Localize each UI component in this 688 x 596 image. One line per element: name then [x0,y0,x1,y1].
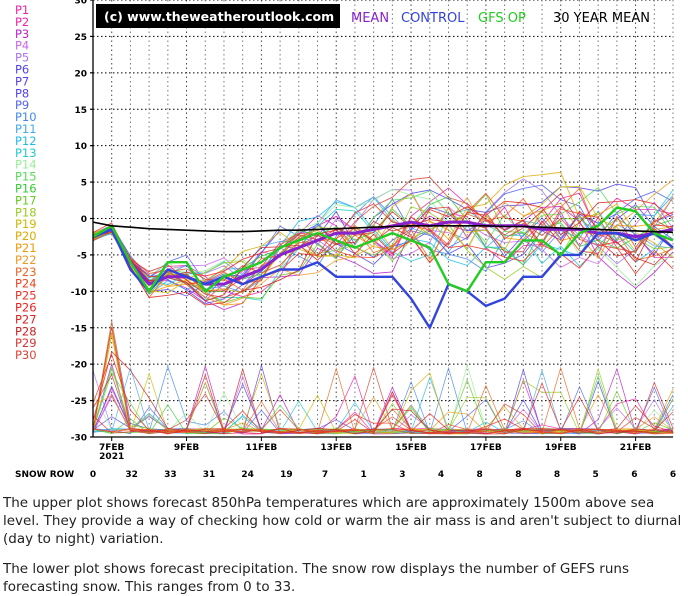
snow-row-value: 3 [399,470,405,480]
snow-row-value: 33 [164,470,177,480]
description-upper-plot: The upper plot shows forecast 850hPa tem… [3,495,682,547]
snow-row-label: SNOW ROW [15,470,74,480]
gfs-op-line [92,206,674,293]
title-box [96,4,340,28]
member-temp-line [92,171,674,287]
member-legend-item: P16 [15,182,37,196]
x-tick-label: 11FEB [246,443,278,453]
legend-mean: MEAN [351,11,389,26]
member-legend-item: P25 [15,289,37,303]
x-tick-label: 13FEB [320,443,352,453]
y-tick-label: -5 [77,251,87,261]
member-precip-line [92,414,674,435]
y-tick-label: -20 [71,361,87,371]
member-precip-line [92,350,674,435]
member-legend-item: P17 [15,193,37,207]
member-legend-item: P12 [15,134,37,148]
y-tick-label: -15 [71,324,87,334]
member-temp-line [92,192,674,285]
y-tick-label: -10 [71,288,87,298]
x-tick-label: 19FEB [545,443,577,453]
member-legend-item: P21 [15,241,37,255]
legend-gfs-op: GFS OP [478,11,526,26]
member-temp-line [92,184,674,284]
x-tick-label: 15FEB [395,443,427,453]
main-series-lines [92,206,674,329]
member-legend-item: P6 [15,63,29,77]
member-precip-line [92,353,674,434]
snow-row-value: 0 [90,470,96,480]
member-legend-item: P5 [15,51,29,65]
y-tick-label: -25 [71,397,87,407]
y-tick-label: 25 [74,33,87,43]
member-legend-item: P27 [15,312,37,326]
chart-grid [93,0,674,438]
snow-row-value: 31 [203,470,216,480]
member-precip-line [92,373,674,435]
member-legend-item: P18 [15,205,37,219]
member-legend-item: P1 [15,3,29,17]
snow-row-value: 6 [631,470,637,480]
member-legend-item: P4 [15,39,29,53]
y-tick-label: 30 [74,0,87,7]
member-legend-item: P15 [15,170,37,184]
y-tick-label: 20 [74,69,87,79]
member-legend-item: P9 [15,98,29,112]
member-temp-line [92,206,674,282]
x-tick-label: 9FEB [174,443,200,453]
chart-axes: 30 25 20 15 10 5 0 -5 -10 -15 -20 -25 -30 7FEB 9FEB 11F… [71,0,673,462]
y-tick-label: 15 [74,106,87,116]
member-temp-line [92,179,674,306]
snow-row-value: 24 [241,470,254,480]
y-tick-label: 5 [81,179,87,189]
member-legend-item: P20 [15,229,37,243]
snow-row-value: 8 [477,470,483,480]
snow-row-value: 8 [554,470,560,480]
member-legend-item: P23 [15,265,37,279]
x-tick-label: 7FEB [99,443,125,453]
snow-row-value: 1 [361,470,367,480]
snow-row-value: 6 [670,470,676,480]
member-temp-line [92,192,674,298]
member-legend-item: P7 [15,74,29,88]
description-lower-plot: The lower plot shows forecast precipitat… [3,561,629,595]
member-legend-item: P13 [15,146,37,160]
y-tick-label: 10 [74,142,87,152]
x-year-label: 2021 [99,452,124,462]
member-legend: P1P2P3P4P5P6P7P8P9P10P11P12P13P14P15P16P… [15,3,37,362]
legend-30-year-mean: 30 YEAR MEAN [553,11,650,26]
member-legend-item: P28 [15,324,37,338]
legend-control: CONTROL [401,11,465,26]
chart-title: (c) www.theweatheroutlook.com [104,9,334,24]
member-temp-line [92,199,674,306]
snow-row-value: 32 [125,470,138,480]
member-precip-line [92,373,674,435]
member-precip-line [92,326,674,435]
snow-row-value: 5 [593,470,599,480]
member-legend-item: P10 [15,110,37,124]
snow-row-value: 8 [515,470,521,480]
member-legend-item: P22 [15,253,37,267]
snow-row-value: 7 [322,470,328,480]
x-tick-label: 17FEB [470,443,502,453]
member-legend-item: P30 [15,348,37,362]
member-legend-item: P14 [15,158,37,172]
member-legend-item: P26 [15,301,37,315]
member-legend-item: P19 [15,217,37,231]
member-legend-item: P8 [15,86,29,100]
snow-row-value: 4 [438,470,444,480]
snow-row: SNOW ROW 0 32 33 31 24 19 7 1 3 4 8 8 8 5 6 6 [15,470,676,480]
member-legend-item: P24 [15,277,37,291]
member-legend-item: P11 [15,122,37,136]
member-legend-item: P2 [15,15,29,29]
thirty-year-mean-line [92,221,674,234]
y-tick-label: -30 [71,434,87,444]
snow-row-value: 19 [280,470,293,480]
y-tick-label: 0 [81,215,87,225]
member-legend-item: P29 [15,336,37,350]
member-legend-item: P3 [15,27,29,41]
control-line [92,228,674,329]
x-tick-label: 21FEB [620,443,652,453]
